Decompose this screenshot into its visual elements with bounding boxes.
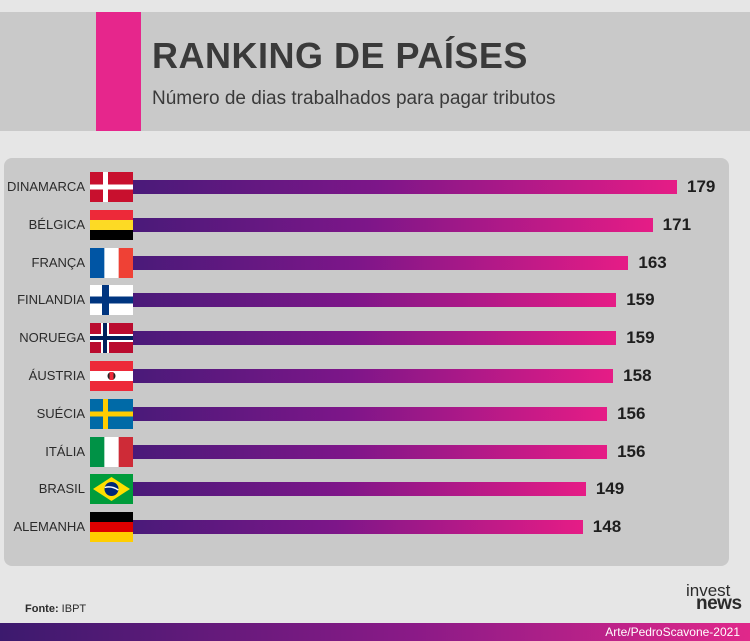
category-label: FRANÇA [31, 254, 85, 270]
bar [133, 180, 677, 194]
bar [133, 293, 617, 308]
germany-flag-icon [90, 512, 133, 543]
value-label: 156 [617, 441, 646, 461]
value-label: 159 [626, 328, 655, 348]
bar [133, 331, 617, 346]
france-flag-icon [90, 247, 133, 278]
bar-row: ITÁLIA 156 [0, 436, 750, 467]
value-label: 148 [592, 517, 622, 537]
page-title: RANKING DE PAÍSES [152, 35, 528, 76]
value-label: 163 [638, 252, 667, 272]
bar [133, 406, 608, 421]
value-label: 158 [623, 366, 652, 385]
accent-stripe [96, 12, 141, 131]
bar [133, 520, 583, 535]
logo-news: news [696, 593, 742, 614]
sweden-flag-icon [90, 398, 133, 429]
category-label: ITÁLIA [45, 443, 85, 459]
finland-flag-icon [90, 285, 133, 316]
value-label: 149 [595, 479, 625, 499]
category-label: DINAMARCA [6, 179, 85, 194]
logo-invest: invest [686, 581, 731, 600]
bar-row: BÉLGICA 171 [0, 209, 750, 240]
category-label: ÁUSTRIA [28, 368, 85, 383]
bar [133, 444, 608, 459]
bar [133, 369, 614, 383]
category-label: NORUEGA [19, 330, 85, 346]
brazil-flag-icon [90, 474, 133, 505]
bar [133, 255, 629, 270]
bar-row: FRANÇA 163 [0, 247, 750, 278]
value-label: 156 [617, 403, 646, 423]
bar-row: BRASIL 149 [0, 474, 750, 505]
bar-row: DINAMARCA 179 [0, 172, 750, 202]
austria-flag-icon [90, 361, 133, 391]
italy-flag-icon [90, 436, 133, 467]
value-label: 159 [626, 290, 655, 310]
source-label: Fonte: [25, 603, 59, 615]
denmark-flag-icon [90, 172, 133, 202]
source-note: Fonte: IBPT [25, 603, 86, 615]
page-subtitle: Número de dias trabalhados para pagar tr… [152, 88, 556, 109]
norway-flag-icon [90, 323, 133, 354]
source-value: IBPT [61, 603, 87, 615]
category-label: ALEMANHA [13, 519, 85, 535]
bar [133, 217, 653, 232]
bar-row: NORUEGA 159 [0, 323, 750, 354]
bar [133, 482, 586, 497]
category-label: BRASIL [38, 481, 85, 497]
footer-bar: Arte/PedroScavone-2021 [0, 623, 750, 641]
category-label: BÉLGICA [28, 216, 85, 232]
art-credit: Arte/PedroScavone-2021 [605, 625, 740, 639]
bar-row: ÁUSTRIA 158 [0, 361, 750, 391]
value-label: 171 [662, 214, 692, 234]
category-label: FINLANDIA [17, 292, 85, 308]
value-label: 179 [687, 177, 716, 196]
header-band: RANKING DE PAÍSES Número de dias trabalh… [0, 12, 750, 131]
belgium-flag-icon [90, 209, 133, 240]
category-label: SUÉCIA [36, 405, 85, 421]
bar-row: SUÉCIA 156 [0, 398, 750, 429]
bar-row: ALEMANHA 148 [0, 512, 750, 543]
bar-row: FINLANDIA 159 [0, 285, 750, 316]
